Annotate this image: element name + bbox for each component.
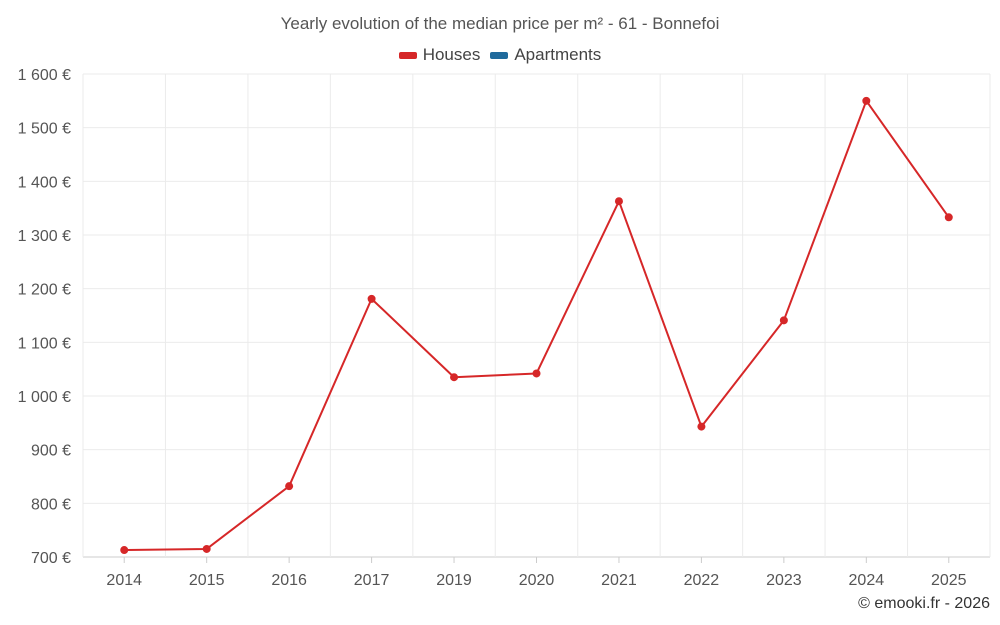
y-tick-label: 1 100 € [18,335,71,352]
y-tick-label: 1 600 € [18,67,71,84]
x-tick-label: 2016 [271,572,307,589]
x-tick-label: 2020 [519,572,555,589]
x-tick-label: 2025 [931,572,967,589]
y-tick-label: 1 400 € [18,174,71,191]
x-tick-label: 2022 [684,572,720,589]
legend-item-houses[interactable]: Houses [398,45,481,65]
x-tick-label: 2014 [106,572,142,589]
x-tick-label: 2021 [601,572,637,589]
data-point-houses [944,213,953,222]
legend-label-houses: Houses [422,45,481,64]
data-point-houses [532,369,541,378]
x-tick-label: 2015 [189,572,225,589]
legend: Houses Apartments [0,45,1000,65]
x-tick-label: 2023 [766,572,802,589]
data-point-houses [202,544,211,553]
chart-title: Yearly evolution of the median price per… [280,14,720,33]
y-tick-label: 1 200 € [18,282,71,299]
y-tick-label: 1 300 € [18,228,71,245]
y-tick-label: 700 € [31,550,71,567]
x-tick-label: 2024 [849,572,885,589]
data-point-houses [614,197,623,206]
x-tick-label: 2019 [436,572,472,589]
data-point-houses [779,316,788,325]
y-tick-label: 1 000 € [18,389,71,406]
x-tick-label: 2017 [354,572,390,589]
legend-swatch-houses [398,51,417,59]
data-point-houses [120,546,129,555]
copyright-footer: © emooki.fr - 2026 [858,595,990,612]
data-point-houses [367,294,376,303]
y-tick-label: 800 € [31,496,71,513]
y-tick-label: 1 500 € [18,121,71,138]
data-point-houses [862,96,871,105]
data-point-houses [285,482,294,491]
y-tick-label: 900 € [31,443,71,460]
data-point-houses [450,373,459,382]
data-point-houses [697,422,706,431]
legend-label-apartments: Apartments [514,45,602,64]
legend-swatch-apartments [490,51,509,59]
legend-item-apartments[interactable]: Apartments [490,45,601,65]
